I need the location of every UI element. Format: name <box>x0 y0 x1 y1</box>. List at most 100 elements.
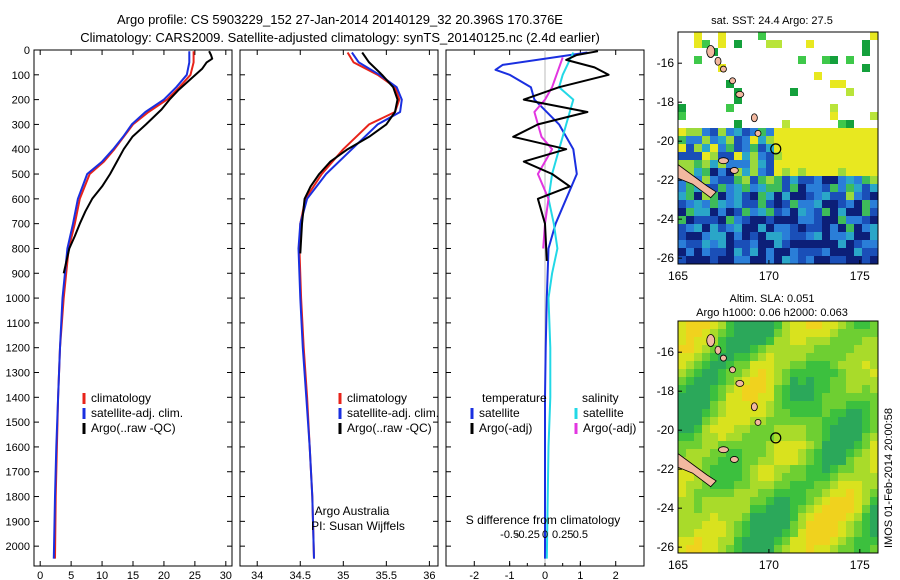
sla_map-cell <box>854 449 862 457</box>
sst_map-cell <box>846 160 854 168</box>
sla_map-cell <box>790 481 798 489</box>
sla_map-cell <box>846 409 854 417</box>
sla_map-cell <box>766 521 774 529</box>
sla_map-cell <box>782 457 790 465</box>
sst_map-cell <box>790 152 798 160</box>
sla_map-cell <box>678 537 686 545</box>
sla_map-cell <box>870 433 878 441</box>
sst_map-cell <box>726 168 734 176</box>
sst_map-cell <box>734 208 742 216</box>
sla_map-cell <box>774 441 782 449</box>
sla_map-cell <box>806 393 814 401</box>
sst_map-cell <box>758 216 766 224</box>
sla_map-cell <box>766 409 774 417</box>
sla_map-cell <box>846 465 854 473</box>
sst_map-cell <box>774 136 782 144</box>
sst_map-cell <box>726 256 734 264</box>
sst_map-cell <box>846 88 854 96</box>
sla_map-cell <box>702 329 710 337</box>
sst_map-cell <box>710 256 718 264</box>
sla_map-cell <box>830 481 838 489</box>
sla_map-cell <box>742 545 750 553</box>
sst_map-cell <box>862 184 870 192</box>
sst_map-cell <box>742 160 750 168</box>
sla_map-cell <box>742 473 750 481</box>
sla_map-cell <box>694 433 702 441</box>
sla_map-cell <box>694 513 702 521</box>
sla_map-cell <box>702 505 710 513</box>
sla_map-cell <box>774 473 782 481</box>
sst_map-cell <box>814 208 822 216</box>
sla_map-cell <box>742 457 750 465</box>
sst_map-cell <box>806 184 814 192</box>
sla_map-cell <box>678 409 686 417</box>
sla_map-cell <box>750 449 758 457</box>
sst_map-cell <box>806 216 814 224</box>
sla_map-cell <box>686 481 694 489</box>
sst_map-cell <box>822 136 830 144</box>
sla_map-cell <box>870 441 878 449</box>
sla_map-cell <box>718 537 726 545</box>
sst_map-cell <box>702 200 710 208</box>
sst_map-cell <box>846 176 854 184</box>
sla_map-cell <box>742 377 750 385</box>
sla_map-cell <box>870 329 878 337</box>
sla_map-cell <box>830 329 838 337</box>
sla_map-cell <box>870 385 878 393</box>
sst_map-cell <box>766 160 774 168</box>
sla_map-cell <box>726 425 734 433</box>
sla_map-cell <box>846 457 854 465</box>
sla_map-cell <box>686 329 694 337</box>
sst_map-cell <box>678 144 686 152</box>
sla_map-cell <box>862 345 870 353</box>
sla_map-cell <box>830 369 838 377</box>
sla_map-cell <box>710 537 718 545</box>
x2-tick-label: 0 <box>542 529 548 541</box>
sla_map-cell <box>798 481 806 489</box>
sla_map-cell <box>838 409 846 417</box>
sla_map-cell <box>846 545 854 553</box>
sla_map-cell <box>822 497 830 505</box>
sla_map-cell <box>766 329 774 337</box>
sst_map-cell <box>782 256 790 264</box>
sst_map-cell <box>686 208 694 216</box>
sla_map-cell <box>854 457 862 465</box>
sla_map-cell <box>846 497 854 505</box>
sla_map-cell <box>838 545 846 553</box>
sla_map-cell <box>694 337 702 345</box>
sst_map-cell <box>694 160 702 168</box>
sst_map-cell <box>782 216 790 224</box>
sla_map-cell <box>686 473 694 481</box>
sst_map-cell <box>686 168 694 176</box>
sst_map-cell <box>870 200 878 208</box>
sla_map-cell <box>862 497 870 505</box>
sla_map-cell <box>694 521 702 529</box>
sla_map-cell <box>686 457 694 465</box>
sla_map-cell <box>758 513 766 521</box>
sst_map-cell <box>774 224 782 232</box>
sla_map-cell <box>814 521 822 529</box>
sst_map-cell <box>830 208 838 216</box>
sst_map-cell <box>774 192 782 200</box>
sla_map-cell <box>854 433 862 441</box>
depth-tick-label: 2000 <box>6 541 30 553</box>
sst_map-cell <box>862 248 870 256</box>
sla_map-cell <box>694 417 702 425</box>
depth-tick-label: 0 <box>24 45 30 57</box>
sst_map-cell <box>774 200 782 208</box>
sst_map-cell <box>726 152 734 160</box>
sst_map-cell <box>774 176 782 184</box>
sst_map-cell <box>790 232 798 240</box>
salinity-series-argo-raw-qc- <box>299 51 399 254</box>
sla_map-cell <box>870 465 878 473</box>
sla_map-cell <box>838 401 846 409</box>
sla_map-cell <box>702 321 710 329</box>
sla_map-cell <box>822 441 830 449</box>
sla_map-cell <box>870 321 878 329</box>
sst_map-cell <box>846 152 854 160</box>
sla_map-cell <box>726 369 734 377</box>
sla_map-cell <box>806 521 814 529</box>
sst_map-cell <box>782 184 790 192</box>
sst_map-frame <box>677 31 879 265</box>
sla_map-cell <box>758 449 766 457</box>
